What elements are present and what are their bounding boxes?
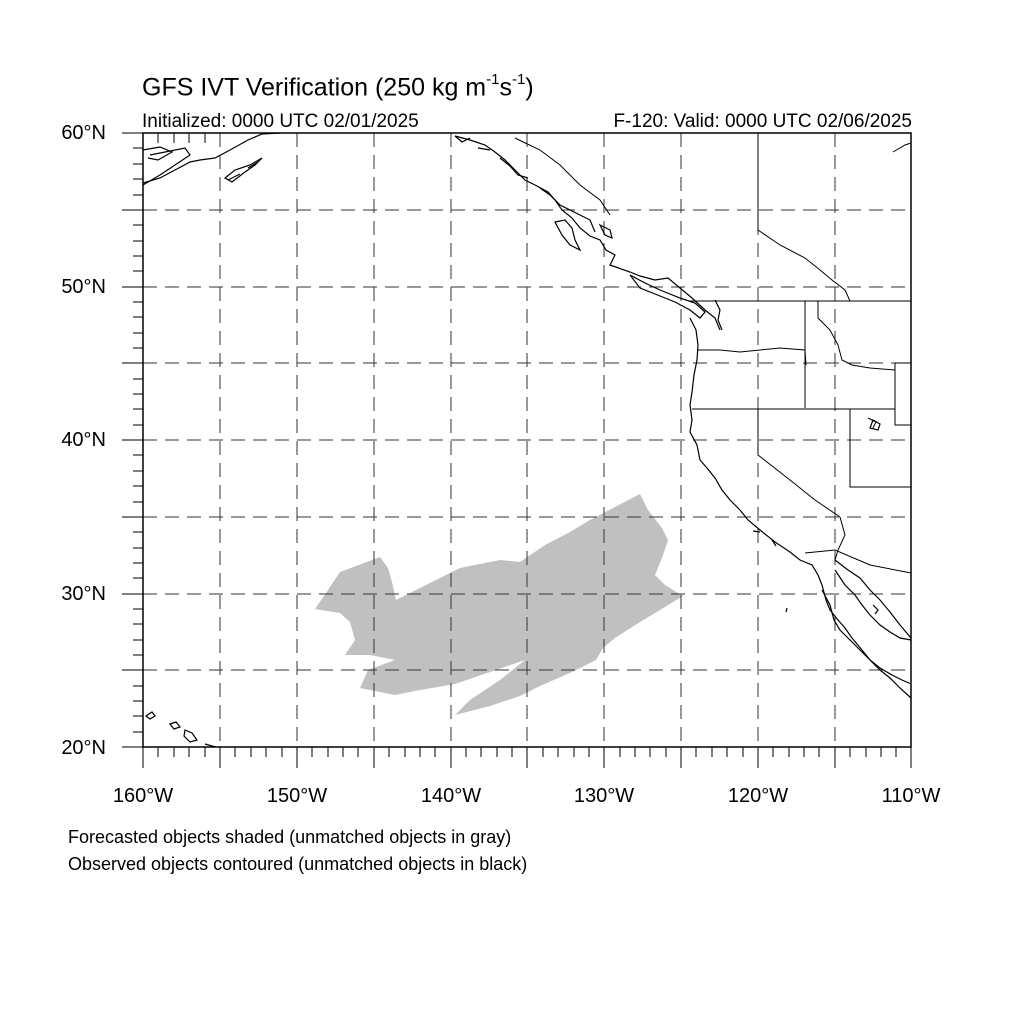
coastlines <box>142 132 912 748</box>
lat-label-20n: 20°N <box>61 737 106 759</box>
lon-label-140w: 140°W <box>420 785 482 807</box>
lat-label-60n: 60°N <box>61 122 106 144</box>
lon-label-160w: 160°W <box>112 785 174 807</box>
legend-note-observed: Observed objects contoured (unmatched ob… <box>68 854 528 874</box>
axis-ticks <box>122 132 912 768</box>
legend-note-forecast: Forecasted objects shaded (unmatched obj… <box>68 827 512 847</box>
lon-label-120w: 120°W <box>727 785 789 807</box>
lat-label-40n: 40°N <box>61 429 106 451</box>
political-borders <box>514 133 912 574</box>
lon-label-150w: 150°W <box>266 785 328 807</box>
lon-label-130w: 130°W <box>573 785 635 807</box>
lat-label-30n: 30°N <box>61 583 106 605</box>
map-title: GFS IVT Verification (250 kg m-1s-1) <box>142 71 534 102</box>
valid-time: F-120: Valid: 0000 UTC 02/06/2025 <box>613 111 912 132</box>
initialized-time: Initialized: 0000 UTC 02/01/2025 <box>142 111 419 132</box>
map-gridlines <box>143 133 911 747</box>
forecast-object-shaded <box>315 494 683 715</box>
lat-label-50n: 50°N <box>61 276 106 298</box>
lon-label-110w: 110°W <box>881 785 941 807</box>
